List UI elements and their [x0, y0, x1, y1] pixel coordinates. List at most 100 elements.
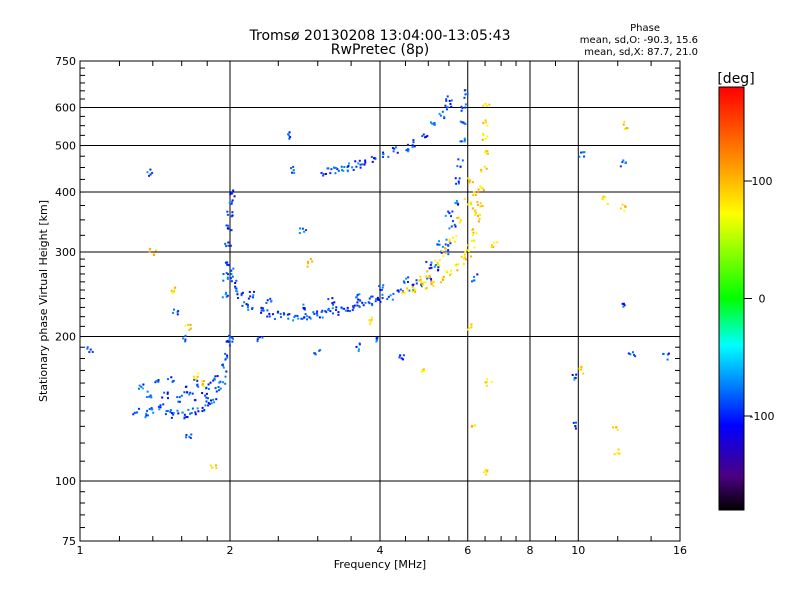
data-point — [219, 387, 222, 390]
data-point — [430, 278, 433, 281]
data-point — [322, 174, 325, 177]
data-point — [623, 304, 626, 307]
data-point — [184, 324, 187, 327]
data-point — [449, 273, 452, 276]
data-point — [450, 269, 453, 272]
data-point — [153, 254, 156, 257]
data-point — [438, 264, 441, 267]
data-point — [453, 223, 456, 226]
data-point — [370, 295, 373, 298]
data-point — [311, 260, 314, 263]
grid-lines — [80, 61, 680, 541]
data-point — [430, 280, 433, 283]
data-point — [455, 264, 458, 267]
data-point — [666, 358, 669, 361]
data-point — [411, 286, 414, 289]
data-point — [472, 279, 475, 282]
data-point — [225, 370, 228, 373]
data-point — [351, 309, 354, 312]
data-point — [581, 151, 584, 154]
data-point — [246, 306, 249, 309]
data-point — [425, 135, 428, 138]
data-point — [438, 112, 441, 115]
data-point — [477, 188, 480, 191]
data-point — [152, 411, 155, 414]
data-point — [227, 244, 230, 247]
data-point — [473, 191, 476, 194]
data-point — [226, 273, 229, 276]
data-point — [382, 151, 385, 154]
data-point — [471, 181, 474, 184]
data-point — [183, 416, 186, 419]
data-point — [486, 469, 489, 472]
data-point — [209, 381, 212, 384]
data-point — [184, 385, 187, 388]
data-point — [454, 225, 457, 228]
data-point — [373, 157, 376, 160]
data-point — [396, 151, 399, 154]
data-point — [335, 308, 338, 311]
data-point — [189, 436, 192, 439]
data-point — [405, 277, 408, 280]
data-point — [403, 292, 406, 295]
data-point — [231, 340, 234, 343]
data-point — [340, 165, 343, 168]
data-point — [662, 352, 665, 355]
data-point — [184, 340, 187, 343]
data-point — [203, 409, 206, 412]
data-point — [210, 402, 213, 405]
data-point — [419, 275, 422, 278]
data-point — [189, 412, 192, 415]
data-point — [392, 150, 395, 153]
data-point — [458, 221, 461, 224]
data-point — [354, 160, 357, 163]
data-point — [363, 163, 366, 166]
data-point — [621, 161, 624, 164]
data-point — [227, 263, 230, 266]
data-point — [424, 136, 427, 139]
data-point — [234, 285, 237, 288]
data-point — [579, 368, 582, 371]
data-point — [341, 169, 344, 172]
data-point — [406, 287, 409, 290]
data-point — [321, 309, 324, 312]
data-point — [480, 170, 483, 173]
data-point — [196, 383, 199, 386]
data-point — [318, 316, 321, 319]
data-point — [493, 241, 496, 244]
data-point — [148, 250, 151, 253]
data-point — [457, 216, 460, 219]
data-point — [472, 191, 475, 194]
data-point — [346, 166, 349, 169]
data-point — [485, 384, 488, 387]
data-point — [150, 396, 153, 399]
data-point — [231, 214, 234, 217]
data-point — [391, 147, 394, 150]
data-point — [467, 244, 470, 247]
data-point — [575, 373, 578, 376]
data-point — [438, 243, 441, 246]
data-point — [467, 177, 470, 180]
x-tick-label: 1 — [77, 544, 84, 557]
data-point — [183, 413, 186, 416]
data-point — [441, 249, 444, 252]
data-point — [623, 209, 626, 212]
data-point — [355, 165, 358, 168]
data-point — [262, 309, 265, 312]
data-point — [424, 287, 427, 290]
data-point — [247, 308, 250, 311]
data-point — [243, 301, 246, 304]
data-point — [456, 165, 459, 168]
data-point — [465, 258, 468, 261]
data-point — [451, 236, 454, 239]
data-point — [296, 314, 299, 317]
data-point — [451, 220, 454, 223]
data-point — [442, 278, 445, 281]
data-point — [241, 291, 244, 294]
data-point — [406, 289, 409, 292]
y-tick-label: 300 — [55, 246, 76, 259]
data-point — [225, 245, 228, 248]
data-point — [297, 317, 300, 320]
data-point — [349, 310, 352, 313]
data-point — [205, 392, 208, 395]
